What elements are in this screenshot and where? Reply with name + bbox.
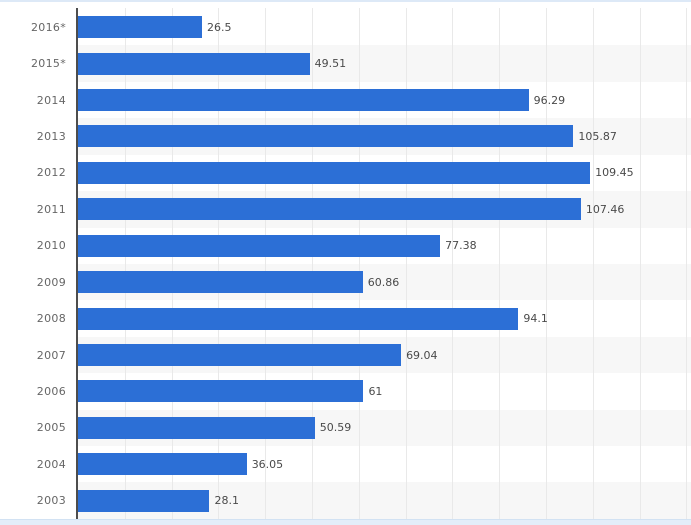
value-label: 28.1 bbox=[214, 494, 239, 508]
value-label: 94.1 bbox=[523, 312, 548, 326]
bar bbox=[78, 125, 574, 148]
row-plot-area: 107.46 bbox=[78, 191, 691, 228]
value-label: 96.29 bbox=[533, 93, 566, 107]
bar-row: 2003 28.1 bbox=[0, 482, 691, 519]
row-plot-area: 49.51 bbox=[78, 45, 691, 82]
row-plot-area: 69.04 bbox=[78, 336, 691, 374]
row-plot-area: 109.45 bbox=[78, 155, 691, 191]
year-label: 2009 bbox=[36, 275, 66, 289]
row-plot-area: 50.59 bbox=[78, 409, 691, 447]
value-label: 49.51 bbox=[314, 57, 347, 71]
chart-rows: 2016* 26.5 2015* 49.51 2014 96.29 2013 105.87 20… bbox=[0, 9, 691, 519]
bar bbox=[78, 416, 315, 439]
y-axis-line bbox=[76, 8, 78, 519]
bar-row: 2007 69.04 bbox=[0, 336, 691, 374]
year-label: 2005 bbox=[36, 421, 66, 435]
bar-row: 2013 105.87 bbox=[0, 118, 691, 155]
year-label: 2013 bbox=[36, 129, 66, 143]
value-label: 77.38 bbox=[445, 239, 477, 253]
year-label: 2011 bbox=[36, 202, 66, 216]
bar bbox=[78, 271, 363, 294]
row-plot-area: 26.5 bbox=[78, 9, 691, 45]
row-plot-area: 60.86 bbox=[78, 263, 691, 301]
year-label: 2010 bbox=[36, 239, 66, 253]
bar-row: 2014 96.29 bbox=[0, 82, 691, 118]
bar bbox=[78, 161, 591, 184]
bar-row: 2015* 49.51 bbox=[0, 45, 691, 82]
bar-row: 2008 94.1 bbox=[0, 300, 691, 336]
value-label: 61 bbox=[368, 384, 383, 398]
bar-row: 2006 61 bbox=[0, 373, 691, 409]
row-plot-area: 96.29 bbox=[78, 82, 691, 118]
chart-bottom-bar bbox=[0, 519, 691, 525]
year-label: 2008 bbox=[36, 312, 66, 326]
bar bbox=[78, 453, 247, 476]
year-label: 2016* bbox=[31, 20, 66, 34]
bar bbox=[78, 198, 581, 221]
year-label: 2006 bbox=[36, 384, 66, 398]
row-plot-area: 36.05 bbox=[78, 446, 691, 482]
bar bbox=[78, 89, 529, 112]
bar bbox=[78, 380, 364, 403]
value-label: 50.59 bbox=[319, 421, 352, 435]
row-plot-area: 77.38 bbox=[78, 228, 691, 264]
value-label: 69.04 bbox=[406, 348, 438, 362]
value-label: 36.05 bbox=[251, 457, 284, 471]
bar-row: 2011 107.46 bbox=[0, 191, 691, 228]
value-label: 60.86 bbox=[367, 275, 400, 289]
row-plot-area: 94.1 bbox=[78, 300, 691, 336]
value-label: 107.46 bbox=[585, 202, 625, 216]
bar bbox=[78, 489, 210, 512]
year-label: 2014 bbox=[36, 93, 66, 107]
year-label: 2012 bbox=[36, 166, 66, 180]
bar-row: 2009 60.86 bbox=[0, 263, 691, 301]
value-label: 26.5 bbox=[207, 20, 232, 34]
bar-row: 2016* 26.5 bbox=[0, 9, 691, 45]
year-label: 2003 bbox=[36, 494, 66, 508]
bar bbox=[78, 344, 402, 366]
chart-top-border bbox=[0, 0, 691, 2]
bar bbox=[78, 16, 202, 39]
row-plot-area: 61 bbox=[78, 373, 691, 409]
value-label: 105.87 bbox=[578, 129, 617, 143]
bar-row: 2010 77.38 bbox=[0, 228, 691, 264]
year-label: 2007 bbox=[36, 348, 66, 362]
bar bbox=[78, 52, 310, 75]
year-label: 2004 bbox=[36, 457, 66, 471]
row-plot-area: 105.87 bbox=[78, 118, 691, 155]
bar-row: 2012 109.45 bbox=[0, 155, 691, 191]
row-plot-area: 28.1 bbox=[78, 482, 691, 519]
bar bbox=[78, 234, 441, 257]
bar bbox=[78, 307, 519, 330]
bar-row: 2005 50.59 bbox=[0, 409, 691, 447]
year-label: 2015* bbox=[31, 57, 66, 71]
bar-row: 2004 36.05 bbox=[0, 446, 691, 482]
value-label: 109.45 bbox=[595, 166, 634, 180]
